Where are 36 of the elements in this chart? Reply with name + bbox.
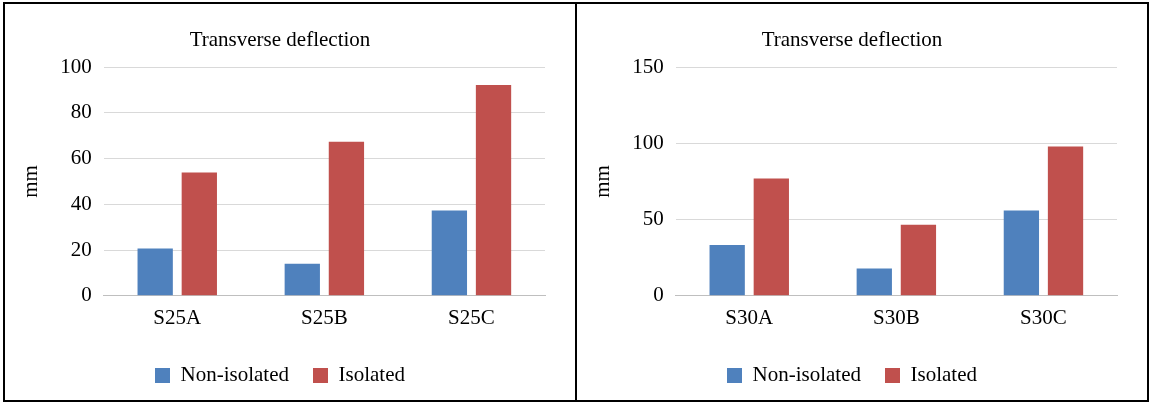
y-tick-label: 0: [653, 282, 664, 307]
y-axis-title: mm: [18, 165, 43, 198]
x-tick-label: S30C: [1020, 304, 1067, 329]
legend-label: Non-isolated: [752, 362, 862, 387]
y-tick-label: 150: [632, 53, 664, 78]
legend-label: Isolated: [338, 362, 406, 387]
bar: [753, 178, 789, 296]
bar: [856, 268, 892, 296]
y-tick-label: 80: [70, 99, 92, 124]
x-tick-label: S25C: [448, 304, 495, 329]
bar: [137, 248, 173, 296]
legend-label: Isolated: [910, 362, 978, 387]
y-tick-label: 40: [70, 190, 92, 215]
bar: [709, 244, 745, 296]
legend-label: Non-isolated: [180, 362, 290, 387]
bar: [328, 141, 365, 296]
x-tick-label: S30B: [873, 304, 920, 329]
y-axis-title: mm: [590, 165, 615, 198]
y-tick-label: 0: [81, 282, 92, 307]
y-tick-label: 100: [60, 53, 92, 78]
bar: [181, 172, 217, 296]
bar: [1047, 146, 1084, 296]
bar: [475, 85, 512, 296]
x-tick-label: S30A: [725, 304, 774, 329]
bar: [431, 210, 468, 296]
x-tick-label: S25A: [153, 304, 202, 329]
chart-title: Transverse deflection: [189, 27, 371, 52]
bar: [284, 263, 320, 296]
y-tick-label: 20: [70, 236, 92, 261]
chart-title: Transverse deflection: [761, 27, 943, 52]
bar: [900, 224, 937, 296]
y-tick-label: 50: [642, 206, 664, 231]
bar: [1003, 210, 1040, 296]
y-tick-label: 100: [632, 129, 664, 154]
y-tick-label: 60: [70, 145, 92, 170]
x-tick-label: S25B: [301, 304, 348, 329]
